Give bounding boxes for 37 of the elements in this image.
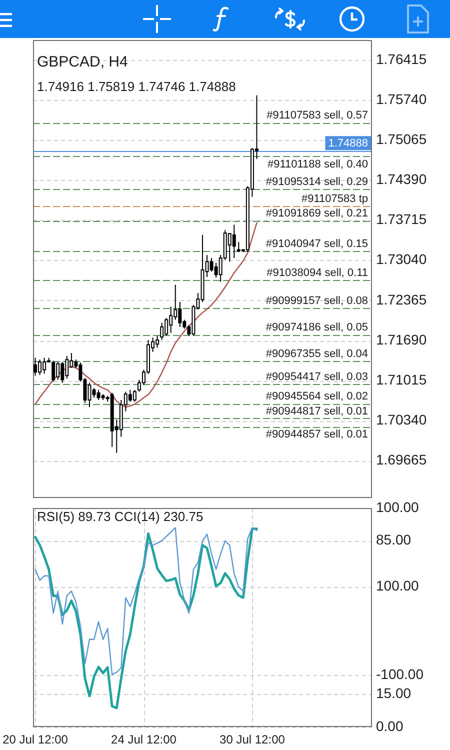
ref-line-label: #91101188 sell, 0.40 — [267, 158, 368, 170]
x-tick-label: 24 Jul 12:00 — [111, 732, 177, 747]
ref-line-label: #90944857 sell, 0.01 — [266, 428, 368, 441]
y-tick-label: 1.73040 — [376, 251, 427, 268]
y-tick-label: 0.00 — [376, 718, 404, 734]
ref-line-label: #90974186 sell, 0.05 — [266, 322, 368, 334]
y-tick-label: 15.00 — [376, 685, 412, 702]
ref-line-label: #91038094 sell, 0.11 — [266, 267, 368, 280]
y-tick-label: 1.74390 — [376, 171, 427, 188]
ref-line-label: #91107583 sell, 0.57 — [266, 110, 368, 122]
ref-line-label: #91095314 sell, 0.29 — [266, 176, 368, 188]
y-tick-label: 1.75065 — [376, 130, 427, 147]
ref-line-label: #90945564 sell, 0.02 — [266, 390, 368, 403]
y-tick-label: 100.00 — [376, 498, 420, 515]
y-tick-label: 1.71015 — [376, 372, 427, 388]
y-tick-label: 1.69665 — [376, 452, 427, 468]
text: 1.74916 1.75819 1.74746 1.74888 — [37, 79, 236, 94]
ref-line-label: #90944817 sell, 0.01 — [266, 405, 368, 418]
y-tick-label: 85.00 — [376, 532, 412, 548]
y-tick-label: 1.71690 — [376, 331, 427, 348]
y-tick-label: 1.70340 — [376, 412, 427, 428]
x-tick-label: 30 Jul 12:00 — [220, 732, 286, 747]
y-tick-label: 1.75740 — [376, 90, 427, 107]
ref-line-label: #90999157 sell, 0.08 — [266, 294, 368, 307]
y-tick-label: 1.72365 — [376, 291, 427, 308]
y-tick-label: 1.76415 — [376, 50, 427, 67]
ref-line-label: #91107583 tp — [302, 192, 368, 205]
chart-title: RSI(5) 89.73 CCI(14) 230.75 — [37, 509, 204, 524]
x-tick-label: 20 Jul 12:00 — [2, 732, 68, 747]
text: GBPCAD, H4 — [37, 54, 128, 71]
y2-tick-label: -100.00 — [376, 666, 424, 682]
y-tick-label: 1.73715 — [376, 211, 427, 228]
ref-line-label: 1.74888 — [328, 138, 368, 150]
ref-line-label: #91091869 sell, 0.21 — [266, 208, 368, 220]
ref-line-label: #90954417 sell, 0.03 — [266, 370, 368, 383]
ref-line-label: #90967355 sell, 0.04 — [266, 348, 368, 360]
ref-line-label: #91040947 sell, 0.15 — [266, 238, 368, 250]
